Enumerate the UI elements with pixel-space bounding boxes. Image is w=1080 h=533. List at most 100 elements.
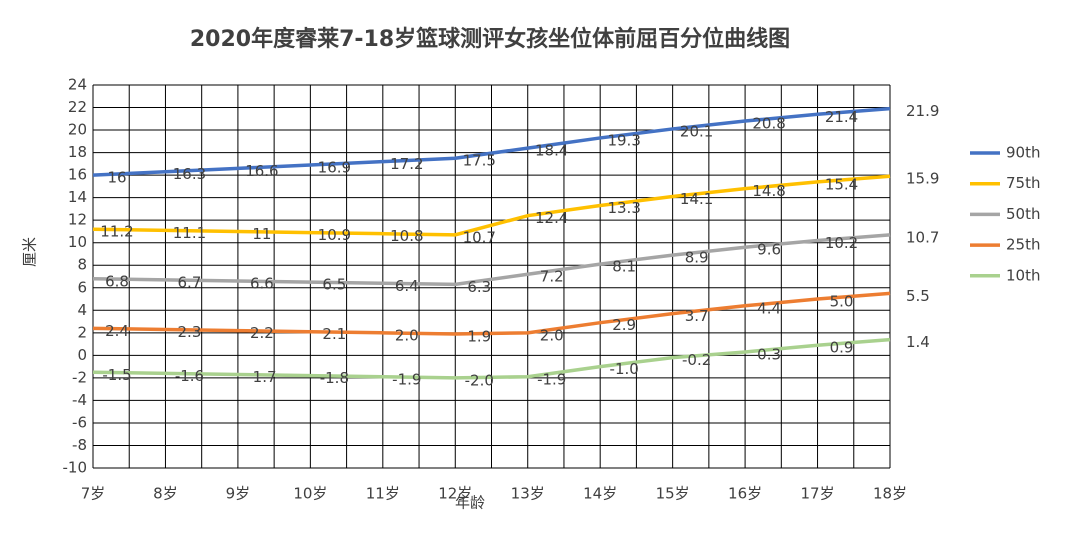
data-label: 6.8 xyxy=(105,272,129,290)
data-label: 8.9 xyxy=(685,249,709,267)
data-label: 1.9 xyxy=(467,327,491,345)
data-label: 16.3 xyxy=(173,165,206,183)
x-tick-label: 17岁 xyxy=(800,485,834,503)
data-label: 7.2 xyxy=(540,268,564,286)
data-label: 10.7 xyxy=(463,228,496,246)
x-tick-label: 10岁 xyxy=(293,485,327,503)
x-tick-label: 14岁 xyxy=(583,485,617,503)
data-label: 6.4 xyxy=(395,277,419,295)
y-tick-label: 12 xyxy=(68,211,87,229)
series-line xyxy=(92,174,891,237)
legend-label: 25th xyxy=(1006,236,1040,254)
data-label: 10.7 xyxy=(906,228,939,246)
data-label: 6.7 xyxy=(178,273,202,291)
data-label: -1.9 xyxy=(537,370,566,388)
x-tick-label: 12岁 xyxy=(438,485,472,503)
data-label: 17.2 xyxy=(390,155,423,173)
y-axis-title: 厘米 xyxy=(21,237,39,267)
y-tick-label: -4 xyxy=(72,391,87,409)
data-label: 18.4 xyxy=(535,142,568,160)
data-label: 10.2 xyxy=(825,234,858,252)
x-tick-label: 13岁 xyxy=(511,485,545,503)
data-label: -1.5 xyxy=(102,366,131,384)
data-label: 0.3 xyxy=(757,345,781,363)
series-line xyxy=(92,233,891,287)
data-label: 2.3 xyxy=(178,323,202,341)
y-tick-label: 16 xyxy=(68,166,87,184)
data-label: 2.0 xyxy=(540,326,564,344)
data-label: 8.1 xyxy=(612,258,636,276)
y-tick-label: 24 xyxy=(68,76,87,94)
data-label: 2.2 xyxy=(250,324,274,342)
data-label: 6.5 xyxy=(322,276,346,294)
x-tick-label: 7岁 xyxy=(81,485,106,503)
data-label: 19.3 xyxy=(607,131,640,149)
data-label: 2.4 xyxy=(105,322,129,340)
x-tick-label: 9岁 xyxy=(226,485,251,503)
y-tick-label: -8 xyxy=(72,436,87,454)
data-label: 13.3 xyxy=(607,199,640,217)
data-label: -2.0 xyxy=(465,371,494,389)
data-label: 5.0 xyxy=(830,293,854,311)
data-label: 16 xyxy=(107,169,126,187)
data-label: 20.8 xyxy=(752,115,785,133)
y-tick-label: -10 xyxy=(63,459,88,477)
data-label: 2.1 xyxy=(322,325,346,343)
data-label: -1.7 xyxy=(247,368,276,386)
data-label: 15.9 xyxy=(906,170,939,188)
data-label: 0.9 xyxy=(830,339,854,357)
y-tick-label: 6 xyxy=(77,278,87,296)
y-tick-label: 14 xyxy=(68,188,87,206)
x-tick-label: 16岁 xyxy=(728,485,762,503)
data-label: 11.1 xyxy=(173,224,206,242)
data-label: 3.7 xyxy=(685,307,709,325)
data-label: 14.1 xyxy=(680,190,713,208)
data-label: 1.4 xyxy=(906,333,930,351)
series-line xyxy=(92,291,891,336)
x-axis-title: 年龄 xyxy=(455,494,485,512)
y-tick-label: 8 xyxy=(77,256,87,274)
data-label: 21.9 xyxy=(906,102,939,120)
legend-label: 90th xyxy=(1006,144,1040,162)
data-label: 11.2 xyxy=(100,223,133,241)
x-tick-label: 18岁 xyxy=(873,485,907,503)
chart-title: 2020年度睿莱7-18岁篮球测评女孩坐位体前屈百分位曲线图 xyxy=(190,26,790,52)
series-line xyxy=(92,337,891,380)
x-tick-label: 8岁 xyxy=(153,485,178,503)
y-tick-label: 2 xyxy=(77,323,87,341)
data-label: 10.9 xyxy=(318,226,351,244)
data-label: 5.5 xyxy=(906,287,930,305)
y-tick-label: 22 xyxy=(68,98,87,116)
y-tick-label: -2 xyxy=(72,368,87,386)
legend-label: 10th xyxy=(1006,266,1040,284)
series-line xyxy=(92,106,891,177)
data-label: 2.9 xyxy=(612,316,636,334)
data-label: -1.8 xyxy=(320,369,349,387)
data-label: 14.8 xyxy=(752,182,785,200)
data-label: 21.4 xyxy=(825,108,858,126)
data-label: 6.6 xyxy=(250,275,274,293)
y-tick-label: 0 xyxy=(77,346,87,364)
y-tick-label: -6 xyxy=(72,413,87,431)
data-label: 17.5 xyxy=(463,152,496,170)
x-tick-label: 15岁 xyxy=(656,485,690,503)
data-label: -1.9 xyxy=(392,370,421,388)
y-tick-label: 10 xyxy=(68,233,87,251)
data-label: 9.6 xyxy=(757,241,781,259)
data-label: -1.6 xyxy=(175,367,204,385)
data-label: 10.8 xyxy=(390,227,423,245)
data-label: 2.0 xyxy=(395,326,419,344)
legend-label: 75th xyxy=(1006,174,1040,192)
data-label: -1.0 xyxy=(610,360,639,378)
y-tick-label: 18 xyxy=(68,143,87,161)
data-label: 16.6 xyxy=(245,162,278,180)
y-tick-label: 4 xyxy=(77,301,87,319)
data-label: -0.2 xyxy=(682,351,711,369)
data-label: 16.9 xyxy=(318,158,351,176)
data-label: 11 xyxy=(252,225,271,243)
x-tick-label: 11岁 xyxy=(366,485,400,503)
data-label: 12.4 xyxy=(535,209,568,227)
data-label: 6.3 xyxy=(467,278,491,296)
